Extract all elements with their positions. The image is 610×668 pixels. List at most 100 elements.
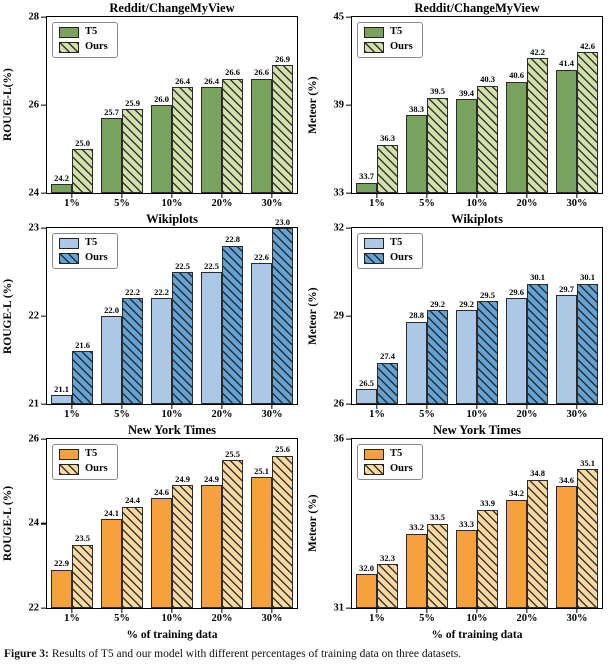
bar-value-label: 29.6 [509, 286, 524, 297]
bar-ours [527, 283, 548, 404]
y-tick [41, 403, 47, 405]
subplot-nyt-rougel: New York Times ROUGE-L (%) 22 24 26 1% 22.9 2… [0, 422, 305, 642]
y-tick [41, 227, 47, 229]
bar-t5 [355, 574, 377, 608]
bar-value-label: 23.5 [75, 533, 90, 544]
x-tick-label: 30% [261, 409, 283, 420]
bar-t5 [456, 99, 477, 193]
bar-value-label: 41.4 [559, 58, 574, 69]
bar-value-label: 36.3 [380, 133, 395, 144]
legend: T5 Ours [357, 22, 423, 58]
bar-value-label: 24.9 [204, 473, 219, 484]
chart-title: Wikiplots [451, 212, 503, 226]
bar-t5 [456, 530, 477, 608]
legend-label: Ours [390, 41, 413, 53]
legend-label: Ours [390, 252, 413, 264]
x-tick-label: 20% [211, 613, 233, 624]
plot-area: 24 26 28 1% 24.2 25.0 5% 25.7 25.9 10% 26.0 26.4 20%… [29, 11, 298, 209]
bar-ours [72, 544, 93, 608]
plot-area: 26 29 32 1% 26.5 27.4 5% 28.8 29.2 10% 29.2 29.5 20%… [334, 222, 603, 420]
figure-caption: Figure 3: Results of T5 and our model wit… [0, 642, 610, 668]
x-tick-label: 10% [466, 409, 488, 420]
y-axis-label: ROUGE-L (%) [2, 278, 14, 354]
bar-value-label: 33.7 [359, 171, 374, 182]
legend-label: T5 [390, 26, 403, 38]
x-tick-label: 5% [114, 409, 130, 420]
y-tick-label: 21 [28, 397, 40, 409]
y-tick [346, 403, 352, 405]
legend-swatch [364, 449, 384, 460]
y-tick-label: 28 [28, 10, 40, 22]
bar-value-label: 26.9 [275, 53, 290, 64]
legend-label: T5 [85, 26, 98, 38]
subplot-cmv-meteor: Reddit/ChangeMyView Meteor (%) 33 39 45 1% 3… [305, 0, 610, 211]
y-tick [346, 16, 352, 18]
bar-t5 [151, 298, 172, 404]
bar-value-label: 25.9 [125, 97, 140, 108]
bar-value-label: 25.6 [275, 444, 290, 455]
x-tick [376, 193, 378, 198]
bar-t5 [556, 486, 577, 608]
x-tick [376, 404, 378, 409]
legend-label: Ours [85, 252, 108, 264]
x-tick [271, 608, 273, 613]
legend-entry: Ours [364, 42, 413, 53]
bar-value-label: 33.5 [430, 512, 445, 522]
legend: T5 Ours [52, 444, 118, 480]
y-tick-label: 26 [333, 397, 345, 409]
y-tick-label: 32 [333, 221, 345, 233]
bar-t5 [50, 184, 72, 193]
bar-t5 [101, 316, 122, 404]
bar-ours [577, 283, 598, 404]
bar-value-label: 25.0 [75, 137, 90, 148]
legend-label: Ours [85, 41, 108, 53]
y-tick [346, 192, 352, 194]
y-tick-label: 24 [28, 517, 40, 529]
bar-t5 [506, 499, 527, 608]
x-axis-label: % of training data [431, 629, 523, 641]
x-tick [426, 404, 428, 409]
bar-t5 [406, 115, 427, 193]
x-tick-label: 30% [566, 198, 588, 209]
x-tick [526, 608, 528, 613]
bar-ours [222, 460, 243, 608]
legend-swatch [364, 464, 384, 475]
bar-value-label: 29.7 [559, 283, 574, 294]
y-axis-label: ROUGE-L (%) [2, 485, 14, 562]
legend-label: T5 [85, 237, 98, 249]
bar-t5 [355, 389, 377, 404]
bar-value-label: 25.1 [254, 465, 269, 476]
bar-ours [377, 564, 398, 608]
bar-value-label: 25.7 [104, 106, 119, 117]
bar-value-label: 34.8 [530, 468, 545, 479]
legend: T5 Ours [357, 444, 423, 480]
x-tick-label: 20% [516, 613, 538, 624]
x-tick [526, 404, 528, 409]
x-axis-label: % of training data [126, 629, 218, 641]
y-tick [346, 438, 352, 440]
legend-entry: T5 [59, 27, 108, 38]
x-tick-label: 20% [516, 198, 538, 209]
bar-t5 [50, 395, 72, 404]
x-tick-label: 30% [566, 409, 588, 420]
bar-value-label: 42.2 [530, 46, 545, 57]
y-tick-label: 36 [333, 432, 345, 444]
bar-ours [272, 65, 293, 193]
x-tick-label: 10% [161, 613, 183, 624]
x-tick-label: 1% [369, 198, 385, 209]
x-tick [476, 608, 478, 613]
bar-t5 [201, 87, 222, 193]
x-tick [426, 193, 428, 198]
x-tick [121, 193, 123, 198]
y-tick [41, 192, 47, 194]
bar-value-label: 39.4 [459, 87, 474, 98]
bar-value-label: 30.1 [530, 272, 545, 283]
x-tick-label: 5% [419, 409, 435, 420]
bar-ours [122, 506, 143, 608]
x-tick-label: 5% [114, 613, 130, 624]
bar-ours [577, 52, 598, 193]
y-tick-label: 22 [28, 601, 40, 613]
y-tick [41, 16, 47, 18]
chart-title: Reddit/ChangeMyView [109, 1, 235, 15]
x-tick [576, 404, 578, 409]
